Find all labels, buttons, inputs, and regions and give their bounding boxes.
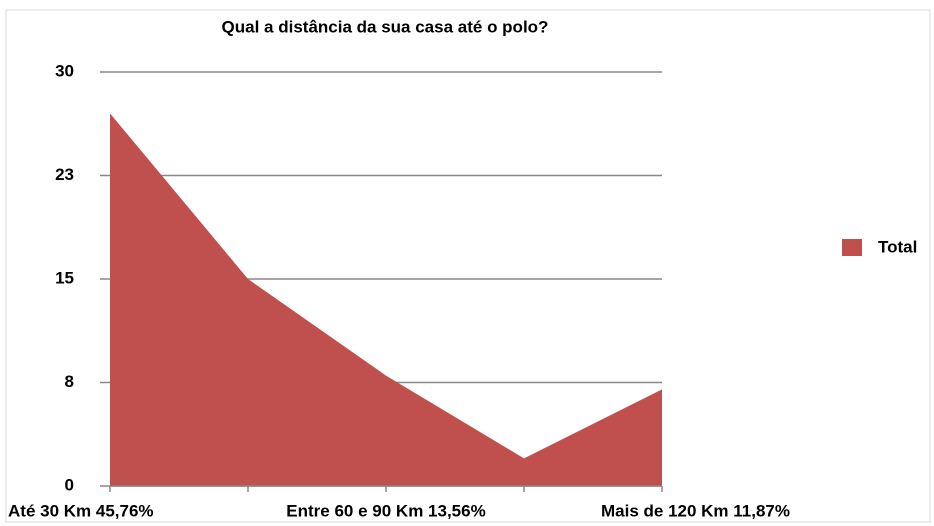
- area: [110, 113, 662, 487]
- y-tick-label: 0: [65, 475, 74, 494]
- x-tick-label: Até 30 Km 45,76%: [8, 501, 154, 520]
- y-tick-label: 23: [55, 165, 74, 184]
- legend-swatch: [842, 239, 862, 256]
- chart-title: Qual a distância da sua casa até o polo?: [222, 17, 549, 36]
- y-tick-label: 8: [65, 372, 74, 391]
- x-tick-label: Mais de 120 Km 11,87%: [601, 501, 790, 520]
- legend-label: Total: [878, 237, 917, 256]
- chart-border: [5, 9, 931, 523]
- y-tick-label: 15: [55, 268, 74, 287]
- y-tick-label: 30: [55, 61, 74, 80]
- x-tick-label: Entre 60 e 90 Km 13,56%: [286, 501, 485, 520]
